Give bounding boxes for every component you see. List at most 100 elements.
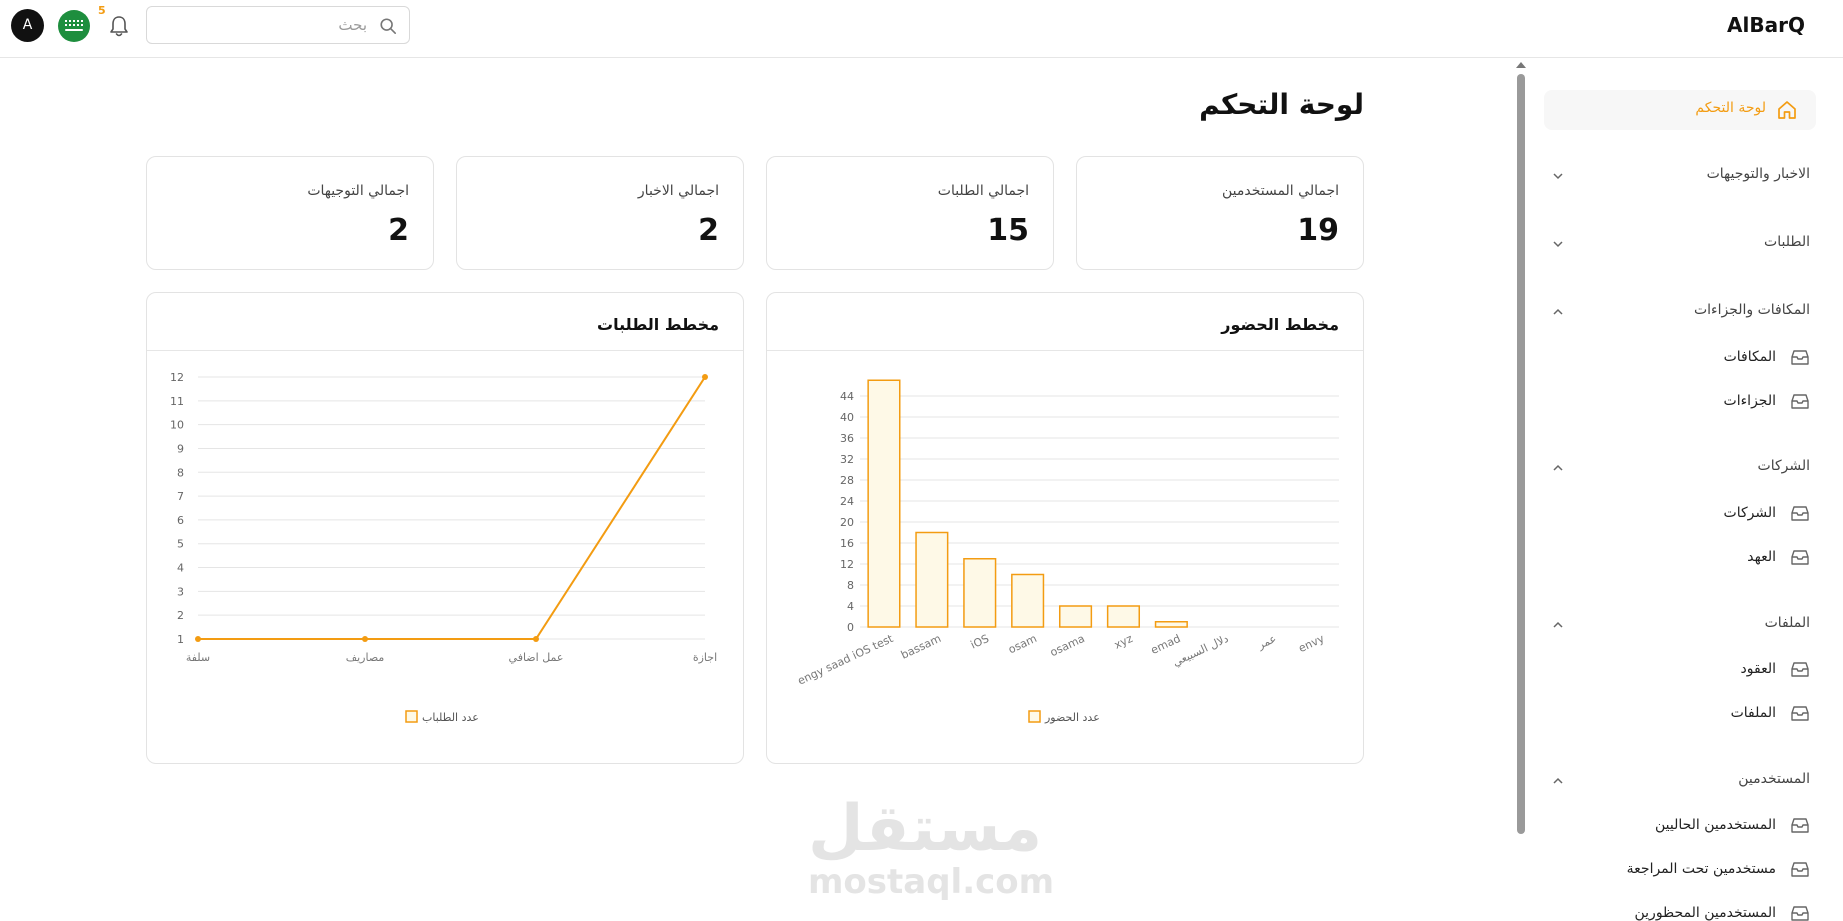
brand-logo[interactable]: AlBarQ [1727, 13, 1805, 37]
sidebar-group-users[interactable]: المستخدمين [1544, 769, 1810, 793]
sidebar-item-current-users[interactable]: المستخدمين الحاليين [1580, 814, 1810, 838]
sidebar-group-rewards-penalties[interactable]: المكافات والجزاءات [1544, 300, 1810, 324]
series-line [198, 376, 706, 640]
y-tick-label: 8 [847, 579, 854, 592]
y-tick-label: 4 [177, 562, 184, 575]
sidebar-item-pending-users[interactable]: مستخدمين تحت المراجعة [1580, 858, 1810, 882]
stat-label: اجمالي المستخدمين [1221, 183, 1339, 199]
stat-value: 2 [698, 213, 719, 248]
sidebar-item-label: العهد [1747, 549, 1776, 565]
watermark-arabic: مستقل [808, 792, 1043, 866]
inbox-icon [1791, 350, 1809, 365]
x-tick-label: iOS [969, 632, 991, 652]
stat-label: اجمالي الطلبات [937, 183, 1029, 199]
stat-value: 15 [987, 213, 1029, 248]
stat-label: اجمالي التوجيهات [307, 183, 409, 199]
stat-value: 2 [388, 213, 409, 248]
sidebar-item-label: الجزاءات [1723, 393, 1776, 409]
bell-icon[interactable] [108, 14, 130, 38]
sidebar-group-files[interactable]: الملفات [1544, 613, 1810, 637]
y-tick-label: 11 [170, 395, 184, 408]
sidebar-item-files[interactable]: الملفات [1580, 702, 1810, 726]
y-tick-label: 3 [177, 585, 184, 598]
inbox-icon [1791, 706, 1809, 721]
home-icon [1778, 101, 1796, 119]
sidebar-group-label: الملفات [1764, 615, 1810, 631]
inbox-icon [1791, 506, 1809, 521]
x-tick-label: عمل اضافي [509, 651, 564, 664]
x-tick-label: xyz [1112, 632, 1135, 652]
x-tick-label: osama [1048, 632, 1087, 659]
watermark-latin: mostaql.com [808, 862, 1055, 902]
sidebar-item-contracts[interactable]: العقود [1580, 658, 1810, 682]
legend-label: عدد الطلباب [422, 711, 479, 724]
bar [1106, 605, 1141, 628]
chevron-down-icon [1553, 173, 1563, 180]
chart-title: مخطط الحضور [1221, 315, 1339, 334]
chevron-up-icon [1553, 308, 1563, 315]
divider [767, 350, 1363, 351]
y-tick-label: 6 [177, 514, 184, 527]
attendance-bar-chart: 0 4 8 12 16 20 24 28 32 36 40 44 engy saad iOS test b… [796, 379, 1339, 724]
sidebar-group-requests[interactable]: الطلبات [1544, 232, 1810, 256]
sidebar: لوحة التحكم الاخبار والتوجيهات الطلبات ا… [1543, 58, 1843, 921]
scroll-up-arrow-icon[interactable] [1516, 62, 1526, 68]
requests-chart-panel: مخطط الطلبات 1 2 3 4 5 6 7 8 9 10 11 12 سلفة مصاريف عم… [146, 292, 744, 764]
bar [1058, 605, 1093, 628]
sidebar-item-penalties[interactable]: الجزاءات [1580, 390, 1810, 414]
sidebar-group-companies[interactable]: الشركات [1544, 456, 1810, 480]
search-input[interactable] [147, 7, 409, 43]
x-tick-label: سلفة [186, 651, 210, 664]
search-box[interactable] [146, 6, 410, 44]
y-tick-label: 24 [840, 495, 854, 508]
stat-card-directives: اجمالي التوجيهات 2 [146, 156, 434, 270]
sidebar-group-label: المكافات والجزاءات [1693, 302, 1810, 318]
sidebar-group-news[interactable]: الاخبار والتوجيهات [1544, 164, 1810, 188]
attendance-chart-panel: مخطط الحضور 0 4 8 12 16 20 24 28 32 36 40 44 engy sa… [766, 292, 1364, 764]
x-tick-label: اجازة [693, 651, 717, 664]
x-tick-label: عمر [1255, 632, 1279, 652]
sidebar-item-label: الملفات [1730, 705, 1776, 721]
inbox-icon [1791, 862, 1809, 877]
user-avatar[interactable]: A [11, 9, 44, 42]
sidebar-item-label: المستخدمين الحاليين [1654, 817, 1776, 833]
x-tick-label: osam [1006, 632, 1039, 656]
data-point [702, 374, 708, 380]
legend-label: عدد الحضور [1044, 711, 1100, 724]
stat-value: 19 [1297, 213, 1339, 248]
bar [963, 558, 997, 628]
y-tick-label: 36 [840, 432, 854, 445]
inbox-icon [1791, 662, 1809, 677]
y-tick-label: 12 [170, 371, 184, 384]
x-tick-label: envy [1297, 632, 1327, 655]
inbox-icon [1791, 394, 1809, 409]
y-tick-label: 12 [840, 558, 854, 571]
y-tick-label: 20 [840, 516, 854, 529]
sidebar-group-label: الشركات [1757, 458, 1810, 474]
sidebar-item-custody[interactable]: العهد [1580, 546, 1810, 570]
sidebar-item-label: العقود [1740, 661, 1776, 677]
sidebar-item-label: مستخدمين تحت المراجعة [1626, 861, 1776, 877]
y-tick-label: 16 [840, 537, 854, 550]
top-header: AlBarQ 5 A [0, 0, 1843, 58]
sidebar-group-label: الطلبات [1764, 234, 1810, 250]
chevron-up-icon [1553, 777, 1563, 784]
y-tick-label: 8 [177, 466, 184, 479]
y-tick-label: 7 [177, 490, 184, 503]
language-flag-icon[interactable] [58, 10, 90, 42]
sidebar-item-banned-users[interactable]: المستخدمين المحظورين [1580, 902, 1810, 921]
stat-card-users: اجمالي المستخدمين 19 [1076, 156, 1364, 270]
x-tick-label: engy saad iOS test [796, 632, 896, 688]
y-tick-label: 9 [177, 442, 184, 455]
y-tick-label: 40 [840, 411, 854, 424]
data-point [362, 636, 368, 642]
main-scrollbar[interactable] [1517, 74, 1525, 834]
y-tick-label: 32 [840, 453, 854, 466]
sidebar-item-companies[interactable]: الشركات [1580, 502, 1810, 526]
sidebar-item-rewards[interactable]: المكافات [1580, 346, 1810, 370]
divider [147, 350, 743, 351]
sidebar-item-label: لوحة التحكم [1695, 100, 1766, 116]
inbox-icon [1791, 818, 1809, 833]
sidebar-item-dashboard[interactable]: لوحة التحكم [1544, 90, 1816, 130]
